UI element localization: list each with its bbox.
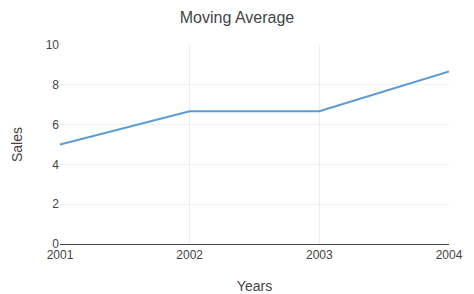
- svg-text:10: 10: [46, 38, 60, 52]
- svg-text:Years: Years: [237, 278, 272, 294]
- svg-text:0: 0: [52, 237, 59, 251]
- svg-text:8: 8: [52, 78, 59, 92]
- svg-text:2: 2: [52, 197, 59, 211]
- svg-text:Moving Average: Moving Average: [180, 9, 295, 26]
- svg-text:2002: 2002: [176, 248, 203, 262]
- svg-text:2003: 2003: [306, 248, 333, 262]
- svg-text:2004: 2004: [436, 248, 463, 262]
- svg-text:Sales: Sales: [9, 127, 25, 162]
- svg-text:2001: 2001: [47, 248, 74, 262]
- svg-text:4: 4: [52, 158, 59, 172]
- svg-text:6: 6: [52, 118, 59, 132]
